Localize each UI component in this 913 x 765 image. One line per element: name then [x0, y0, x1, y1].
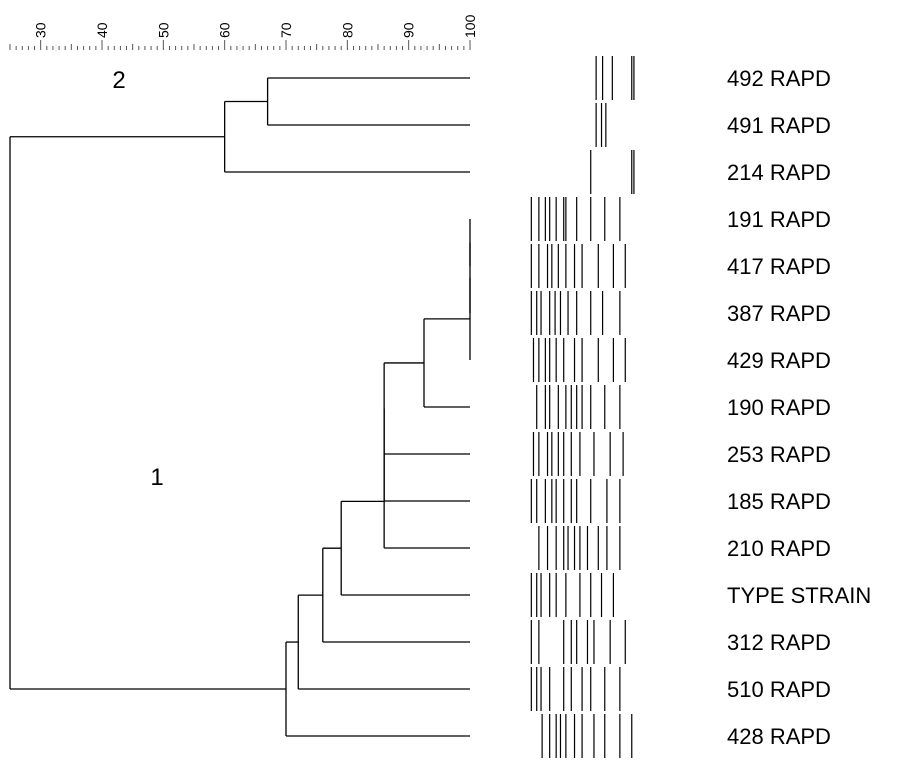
strain-label: 185 RAPD — [727, 489, 831, 514]
strain-label: 492 RAPD — [727, 66, 831, 91]
strain-labels: 492 RAPD 491 RAPD 214 RAPD 191 RAPD 417 RAPD… — [727, 66, 871, 749]
band-lane — [530, 291, 621, 335]
strain-label: 214 RAPD — [727, 160, 831, 185]
scale-tick-label: 40 — [94, 22, 110, 38]
band-lane — [590, 150, 635, 194]
dendrogram-branch — [383, 408, 470, 502]
strain-label: 210 RAPD — [727, 536, 831, 561]
dendrogram-branch — [266, 77, 470, 126]
band-lane — [541, 714, 633, 758]
dendrogram-tree — [9, 77, 471, 737]
strain-label: 491 RAPD — [727, 113, 831, 138]
strain-label: 510 RAPD — [727, 677, 831, 702]
band-lane — [530, 667, 621, 711]
scale-tick-label: 50 — [155, 22, 171, 38]
dendrogram-branch — [383, 362, 470, 455]
strain-label: 312 RAPD — [727, 630, 831, 655]
scale-tick-label: 60 — [217, 22, 233, 38]
strain-label: 417 RAPD — [727, 254, 831, 279]
similarity-scale-axis: 30 40 50 60 70 80 90 100 — [9, 14, 478, 50]
dendrogram-branch — [224, 100, 470, 173]
scale-tick-label: 30 — [33, 22, 49, 38]
cluster-label-2: 2 — [112, 67, 125, 94]
scale-tick-label: 70 — [278, 22, 294, 38]
strain-label: 190 RAPD — [727, 395, 831, 420]
band-lane — [595, 56, 635, 100]
band-lane — [538, 526, 621, 570]
band-lane — [536, 385, 621, 429]
strain-label: 387 RAPD — [727, 301, 831, 326]
scale-tick-label: 100 — [462, 14, 478, 38]
band-lane — [532, 432, 624, 476]
band-lane — [530, 573, 615, 617]
band-lane — [530, 620, 626, 664]
dendrogram-branch — [9, 136, 286, 690]
band-lane — [595, 103, 607, 147]
rapd-band-pattern-lanes — [530, 56, 635, 758]
band-lane — [530, 479, 621, 523]
scale-tick-label: 80 — [339, 22, 355, 38]
dendrogram-branch — [423, 318, 470, 408]
band-lane — [530, 244, 626, 288]
scale-tick-label: 90 — [401, 22, 417, 38]
cluster-label-1: 1 — [150, 464, 163, 491]
band-lane — [532, 338, 626, 382]
band-lane — [530, 197, 621, 241]
strain-label: 191 RAPD — [727, 207, 831, 232]
strain-label: TYPE STRAIN — [727, 583, 871, 608]
strain-label: 429 RAPD — [727, 348, 831, 373]
strain-label: 253 RAPD — [727, 442, 831, 467]
strain-label: 428 RAPD — [727, 724, 831, 749]
